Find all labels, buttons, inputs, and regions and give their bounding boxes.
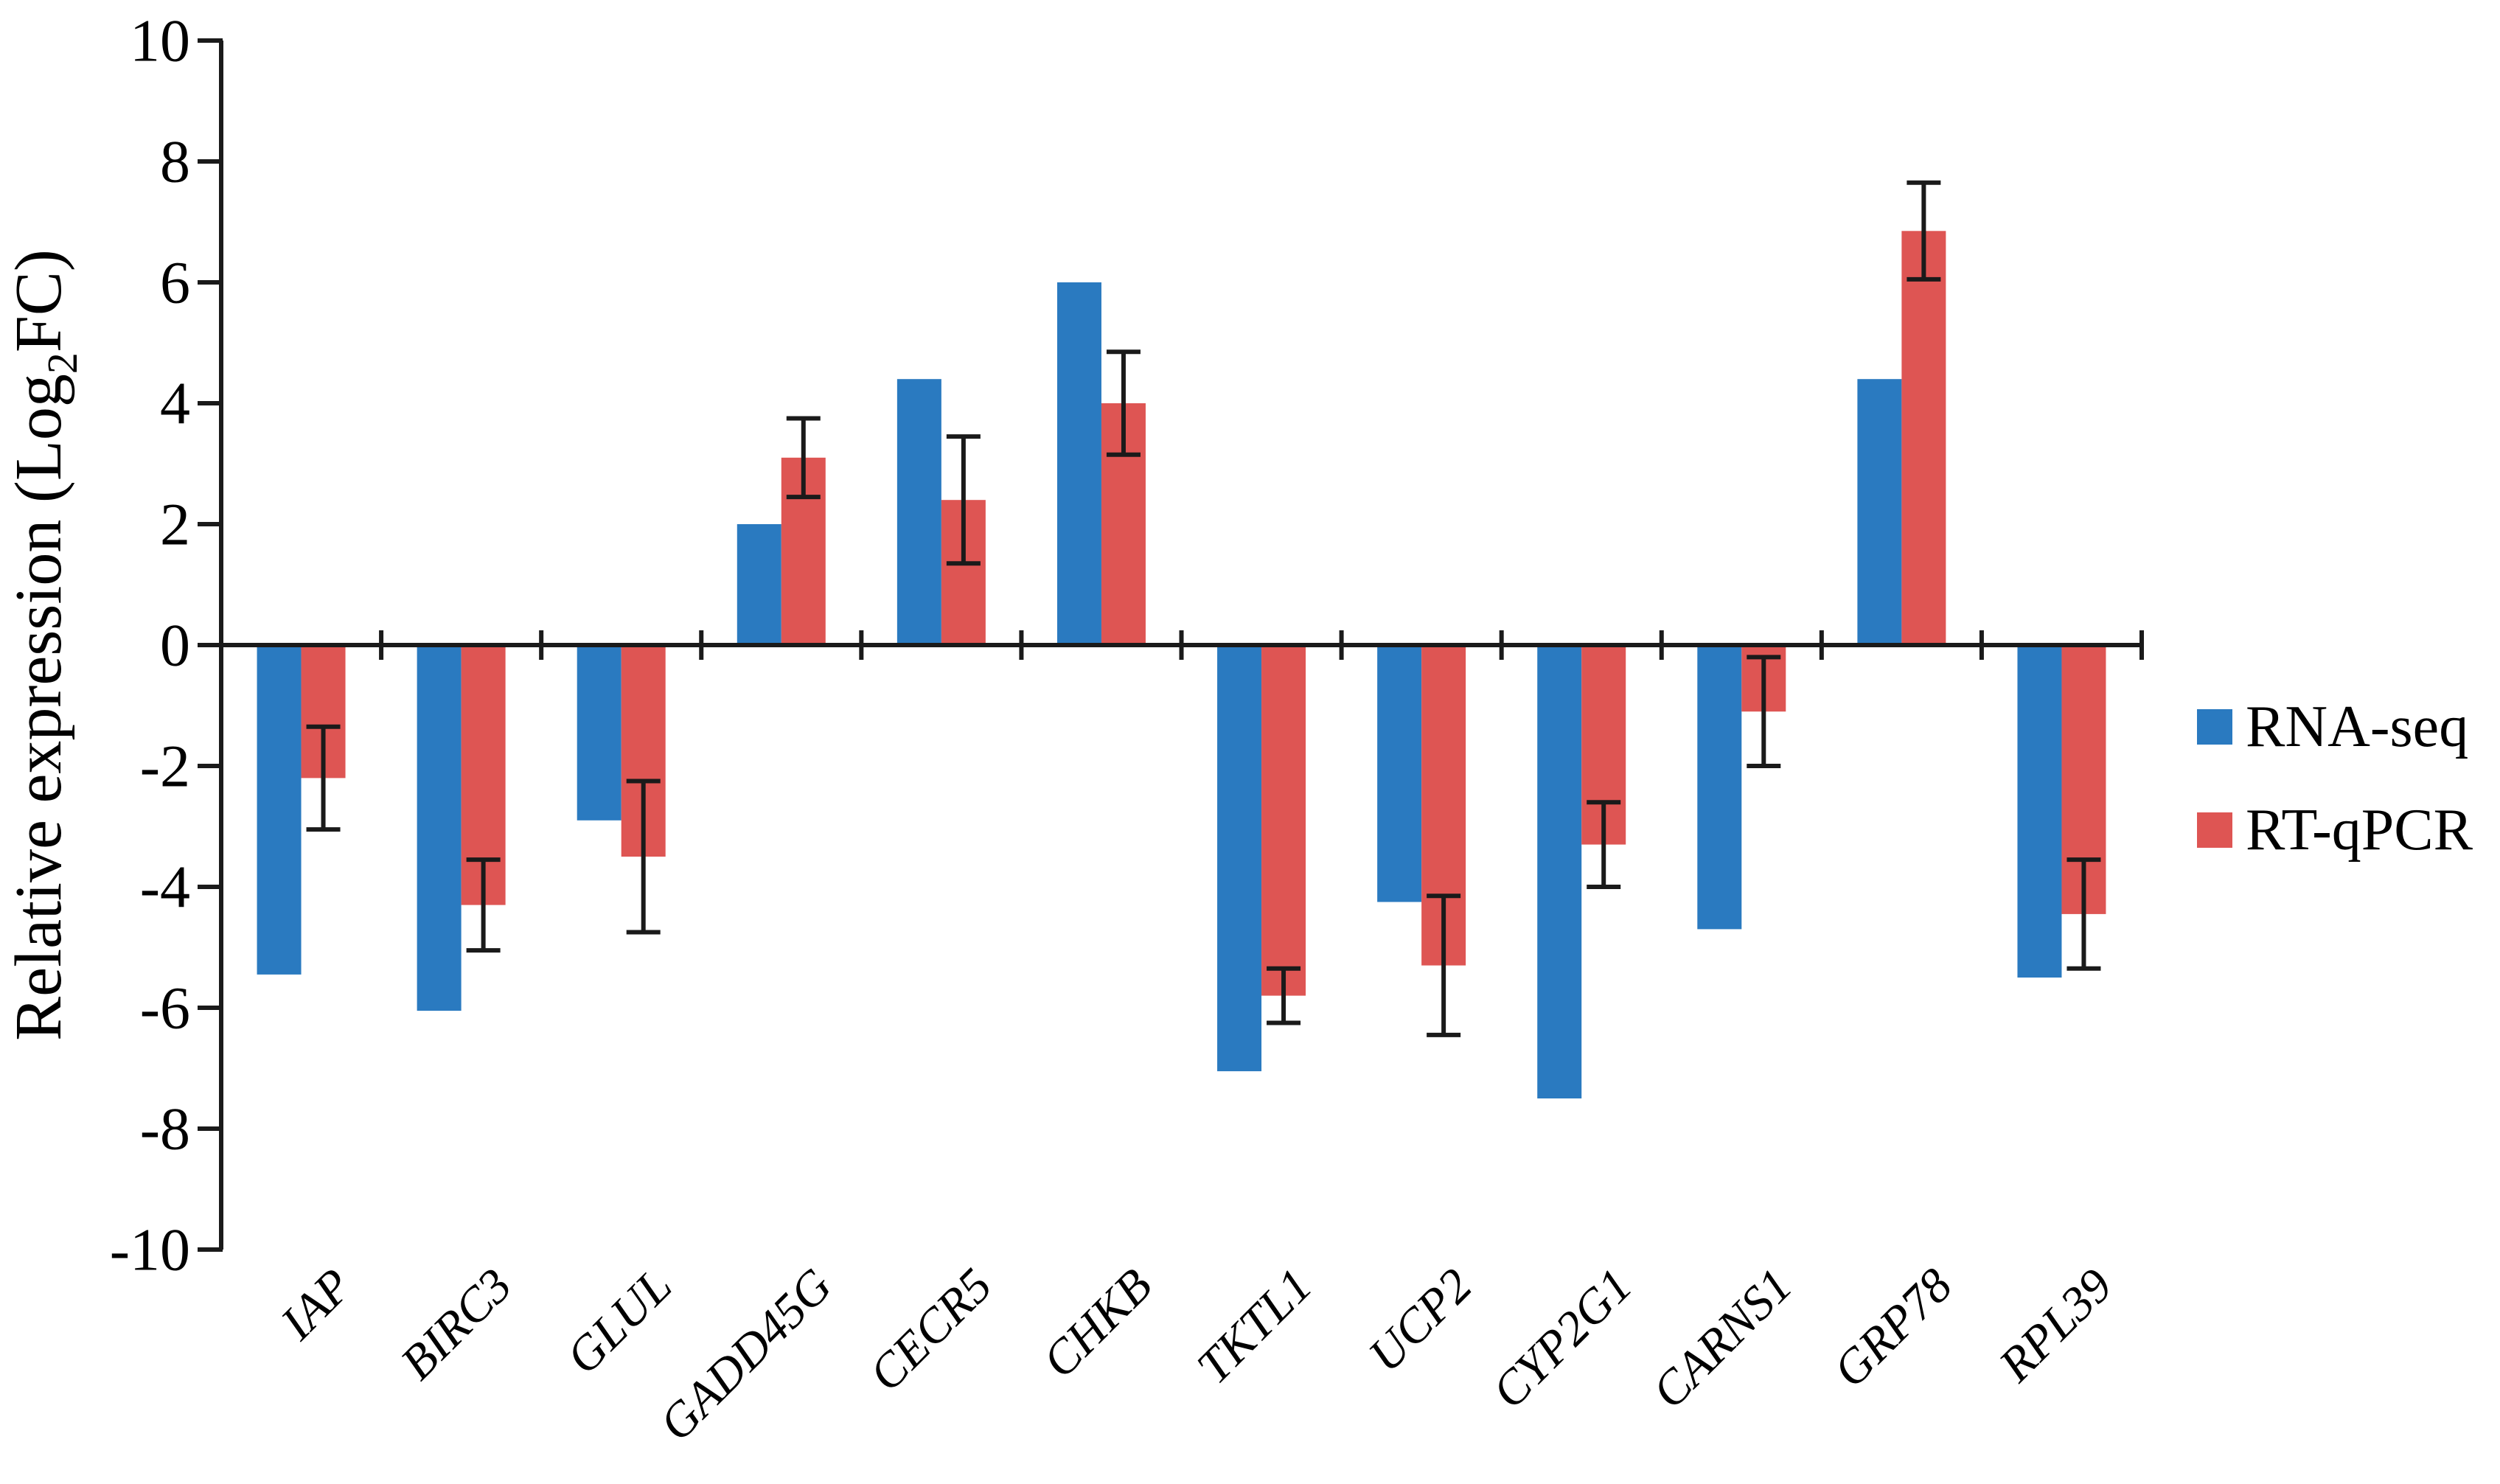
bar-rnaseq-rpl39	[2017, 645, 2062, 978]
legend-swatch-rnaseq	[2197, 709, 2232, 745]
y-tick-label: -4	[140, 854, 190, 921]
y-tick-label: 10	[130, 7, 190, 74]
bars-layer	[257, 231, 2106, 1098]
y-tick-label: 0	[160, 612, 190, 679]
legend-label-rnaseq: RNA-seq	[2246, 694, 2468, 759]
legend-label-rtqpcr: RT-qPCR	[2246, 798, 2473, 863]
y-tick-label: -6	[140, 975, 190, 1042]
y-tick-label: 6	[160, 249, 190, 316]
bar-rtqpcr-tktl1	[1261, 645, 1306, 996]
bar-rnaseq-grp78	[1857, 379, 1902, 645]
error-bars-layer	[306, 180, 2101, 1037]
y-axis-title-subscript: 2	[38, 352, 86, 374]
y-tick-label: -10	[110, 1216, 190, 1283]
y-tick-label: -2	[140, 733, 190, 800]
bar-rnaseq-tktl1	[1217, 645, 1262, 1072]
bar-rnaseq-cyp2g1	[1537, 645, 1582, 1098]
bar-rnaseq-carns1	[1697, 645, 1742, 930]
bar-rnaseq-cecr5	[896, 379, 941, 645]
bar-rnaseq-iap	[257, 645, 302, 975]
y-axis-title-end: FC)	[2, 249, 75, 352]
bar-rnaseq-birc3	[417, 645, 462, 1011]
bar-rnaseq-glul	[577, 645, 621, 821]
bar-rnaseq-chkb	[1056, 282, 1101, 645]
y-tick-label: 8	[160, 128, 190, 195]
bar-rnaseq-gadd45g	[737, 524, 781, 645]
bar-rtqpcr-grp78	[1901, 231, 1946, 645]
y-axis-title-main: Relative expression (Log	[2, 374, 75, 1041]
legend-swatch-rtqpcr	[2197, 812, 2232, 848]
y-tick-label: 2	[160, 491, 190, 558]
y-tick-label: -8	[140, 1095, 190, 1163]
bar-rnaseq-ucp2	[1377, 645, 1422, 902]
y-axis-title: Relative expression (Log2FC)	[2, 249, 86, 1041]
y-tick-label: 4	[160, 370, 190, 437]
axes-layer	[198, 38, 2144, 1252]
